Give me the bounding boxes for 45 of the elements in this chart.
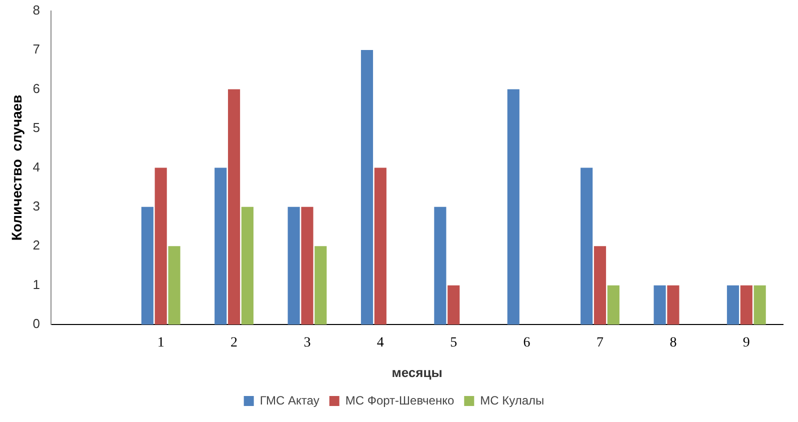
bar: [141, 206, 154, 325]
y-tick-label: 8: [32, 2, 40, 18]
y-tick-label: 0: [32, 316, 40, 332]
y-tick-label: 4: [32, 159, 40, 174]
x-tick-label: 8: [670, 336, 677, 351]
bar: [448, 285, 460, 325]
bar: [241, 206, 254, 325]
legend-label: ГМС Актау: [260, 393, 320, 408]
x-tick-label: 1: [157, 336, 164, 351]
bar: [168, 246, 180, 325]
bar: [754, 285, 766, 325]
x-tick-label: 6: [523, 336, 530, 351]
x-tick-label: 2: [230, 336, 238, 351]
x-axis-title: месяцы: [392, 364, 442, 380]
bar: [667, 285, 680, 325]
bar: [228, 89, 240, 325]
y-tick-label: 3: [32, 198, 40, 214]
x-tick-label: 4: [376, 336, 384, 351]
bar: [607, 285, 620, 325]
y-tick-label: 1: [32, 276, 40, 292]
bar: [594, 246, 606, 325]
bar: [288, 206, 300, 325]
y-tick-label: 5: [32, 120, 40, 136]
bar: [301, 206, 314, 325]
bar: [214, 168, 227, 325]
legend-label: МС Кулалы: [480, 393, 544, 408]
x-tick-label: 3: [304, 336, 311, 351]
bar: [726, 285, 740, 325]
legend-label: МС Форт-Шевченко: [345, 393, 454, 408]
bar: [740, 285, 752, 325]
bar: [434, 206, 446, 325]
bar: [507, 89, 520, 325]
x-tick-label: 9: [742, 336, 750, 351]
bar: [580, 168, 593, 325]
bar: [154, 168, 167, 325]
y-axis-title: Количество случаев: [8, 94, 24, 241]
bar: [360, 50, 374, 325]
bar: [314, 246, 327, 325]
y-tick-label: 2: [32, 238, 40, 253]
x-tick-label: 7: [596, 336, 604, 351]
y-tick-label: 7: [32, 42, 40, 57]
y-tick-label: 6: [32, 80, 40, 96]
bar: [654, 285, 666, 325]
bar: [374, 168, 386, 325]
x-tick-label: 5: [450, 336, 458, 351]
